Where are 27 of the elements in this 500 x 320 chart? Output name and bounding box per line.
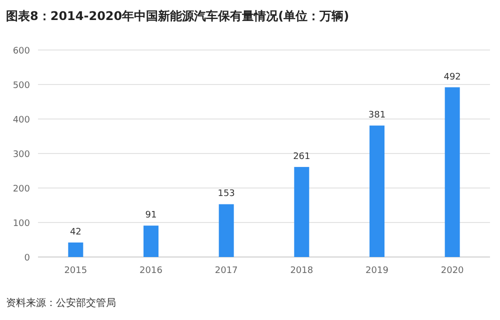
bar — [370, 126, 384, 257]
y-tick-label: 300 — [12, 150, 30, 160]
data-label: 91 — [145, 210, 157, 221]
y-tick-label: 100 — [12, 219, 30, 229]
x-tick-label: 2015 — [64, 266, 88, 276]
data-label: 381 — [368, 110, 386, 121]
x-tick-label: 2019 — [366, 266, 389, 276]
x-tick-label: 2020 — [440, 266, 464, 276]
x-tick-label: 2017 — [214, 266, 238, 276]
bar — [294, 166, 310, 257]
data-label: 492 — [444, 72, 461, 82]
chart-title: 图表8：2014-2020年中国新能源汽车保有量情况(单位：万辆) — [6, 9, 350, 23]
y-tick-label: 600 — [12, 46, 30, 56]
bar — [68, 242, 84, 257]
data-label: 42 — [70, 228, 82, 238]
y-tick-label: 0 — [24, 254, 30, 264]
x-tick-label: 2018 — [290, 266, 314, 276]
x-tick-label: 2016 — [140, 266, 163, 276]
bar — [144, 226, 158, 257]
bar — [444, 87, 460, 257]
data-label: 261 — [293, 152, 310, 162]
y-tick-label: 400 — [12, 116, 30, 126]
text: 资料来源：公安部交管局 — [6, 297, 116, 309]
data-label: 153 — [218, 189, 235, 200]
bar — [218, 204, 234, 257]
y-tick-label: 500 — [12, 81, 30, 91]
y-tick-label: 200 — [12, 184, 30, 194]
